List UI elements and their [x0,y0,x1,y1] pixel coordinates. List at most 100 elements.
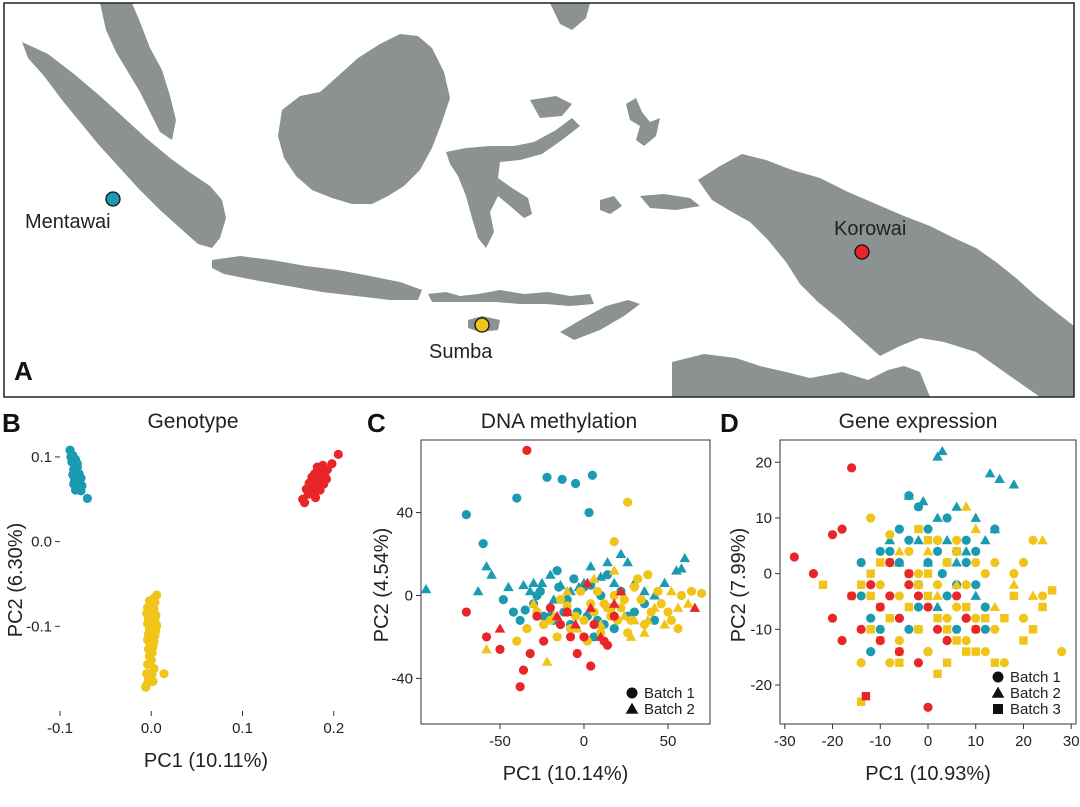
chart-title-d: Gene expression [839,410,998,433]
x-tick-label-b: -0.1 [47,720,73,737]
data-point-mentawai-triangle [941,534,953,545]
data-point-korowai-circle [565,632,576,642]
data-point-mentawai-triangle [481,561,492,571]
data-point-mentawai-triangle [913,534,924,545]
data-point-sumba-square [1038,602,1047,612]
data-point-sumba-triangle [1037,534,1048,545]
data-point-mentawai-triangle [922,557,934,567]
data-point-sumba-triangle [481,644,492,654]
data-point-sumba-circle [1009,569,1019,579]
data-point-mentawai-circle [82,493,92,504]
data-point-mentawai-triangle [970,590,982,600]
data-point-korowai-circle [532,611,542,621]
data-point-mentawai-triangle [1008,479,1020,489]
data-point-mentawai-triangle [649,590,660,600]
data-point-korowai-circle [579,632,589,642]
location-korowai: Korowai [834,218,906,260]
panel-letter-d: D [720,408,739,438]
data-point-mentawai-triangle [951,557,962,567]
data-point-korowai-circle [961,613,971,623]
plot-frame-c [420,439,711,725]
data-point-sumba-triangle [629,615,640,625]
data-point-mentawai-triangle [980,534,991,545]
data-point-sumba-circle [961,635,971,646]
panel-letter-b: B [2,408,21,438]
x-tick-label-d: 30 [1063,733,1080,750]
data-point-korowai-circle [589,619,599,630]
data-point-sumba-triangle [960,501,972,511]
data-point-sumba-square [1019,636,1028,645]
data-point-mentawai-circle [584,507,594,518]
data-point-sumba-square [981,613,990,623]
data-point-sumba-square [923,591,933,601]
data-point-sumba-triangle [951,579,962,589]
data-point-sumba-circle [932,535,943,545]
data-point-sumba-square [818,580,828,589]
data-point-korowai-circle [847,591,857,601]
data-point-mentawai-circle [937,569,947,579]
land-halmahera [626,98,660,146]
y-tick-label-c: 40 [396,505,413,522]
location-label-mentawai: Mentawai [25,211,111,233]
legend-marker-square [993,704,1003,714]
data-point-korowai-circle [885,591,895,601]
data-point-sumba-square [856,580,866,589]
data-point-mentawai-triangle [937,445,948,456]
data-point-mentawai-circle [961,557,971,568]
data-point-mentawai-triangle [676,563,687,573]
data-point-mentawai-circle [609,624,619,634]
data-point-mentawai-triangle [884,534,896,545]
data-point-korowai-triangle [582,577,593,588]
data-point-sumba-circle [579,615,589,625]
data-point-sumba-circle [1037,591,1048,601]
panel-letter-c: C [367,408,386,438]
data-point-sumba-square [914,580,923,589]
land-java [212,256,422,300]
data-point-mentawai-circle [557,474,567,484]
data-point-sumba-circle [623,497,633,507]
data-point-korowai-circle [602,640,613,650]
data-point-mentawai-circle [461,510,471,520]
data-point-sumba-square [923,569,933,578]
data-point-sumba-circle [673,624,683,634]
data-point-sumba-circle [636,595,646,605]
data-point-sumba-circle [656,599,666,609]
data-point-korowai-circle [904,580,914,590]
data-point-sumba-triangle [894,546,905,556]
data-point-sumba-square [1047,586,1057,595]
data-point-mentawai-circle [587,470,597,480]
data-point-korowai-circle [518,665,529,675]
data-point-sumba-circle [570,611,581,621]
data-point-sumba-circle [866,513,876,523]
data-point-sumba-circle [159,669,169,679]
data-point-sumba-circle [894,591,904,601]
data-point-sumba-triangle [922,546,934,556]
data-point-mentawai-circle [478,539,488,549]
data-point-sumba-circle [1028,535,1038,545]
data-point-korowai-triangle [585,602,596,612]
map-frame [3,2,1075,398]
data-point-sumba-triangle [625,631,637,641]
data-point-mentawai-triangle [960,546,972,556]
data-point-sumba-circle [990,557,1000,568]
location-label-korowai: Korowai [834,218,906,240]
chart-title-b: Genotype [147,410,238,433]
data-point-sumba-circle [576,586,586,596]
data-point-korowai-triangle [689,602,701,612]
data-point-sumba-triangle [608,565,620,575]
data-point-korowai-circle [310,492,321,503]
data-point-sumba-square [933,613,942,623]
data-point-sumba-circle [856,658,866,668]
data-point-sumba-circle [609,590,619,601]
data-point-sumba-circle [643,570,653,580]
data-point-mentawai-triangle [555,579,566,590]
land-malay-peninsula [100,3,176,140]
data-point-korowai-circle [971,624,981,634]
chart-title-c: DNA methylation [481,410,637,433]
y-tick-label-d: -20 [750,677,772,694]
data-point-mentawai-circle [904,624,914,634]
data-point-sumba-circle [666,615,676,625]
location-sumba: Sumba [429,317,493,363]
y-tick-label-b: 0.1 [31,449,52,466]
land-buru [600,196,622,214]
